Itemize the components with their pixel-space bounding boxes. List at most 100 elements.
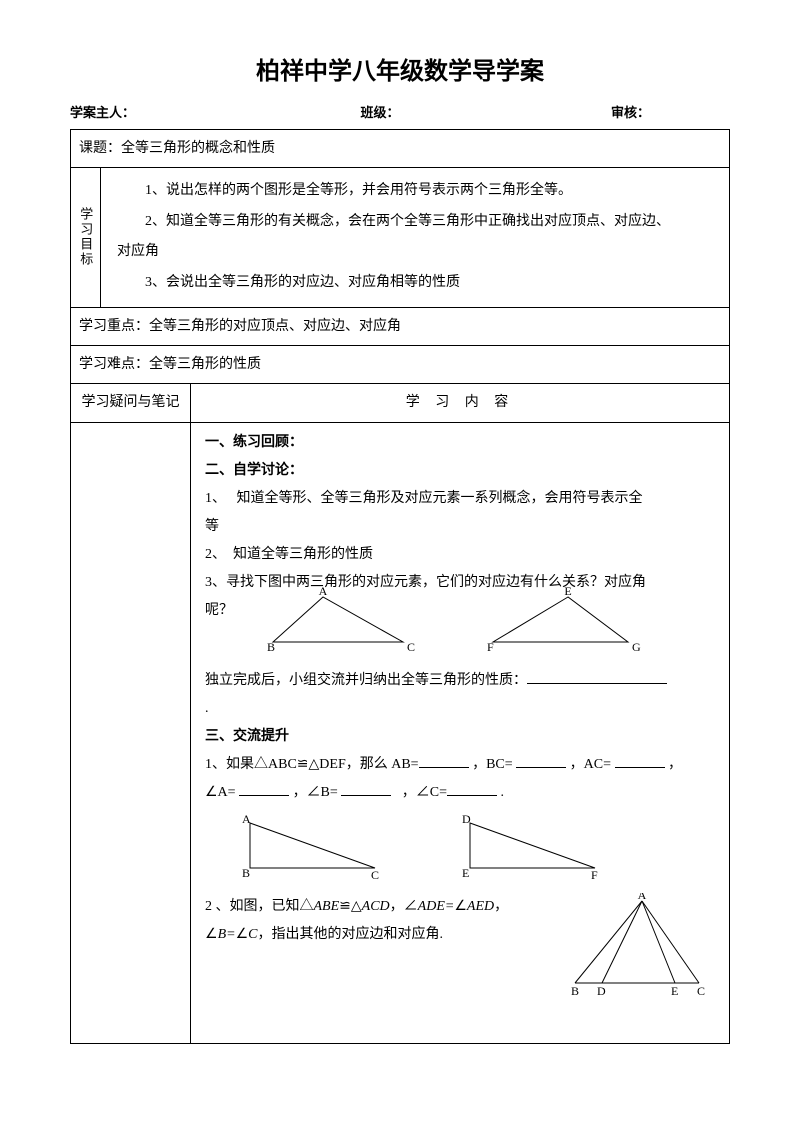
svg-text:A: A	[242, 813, 251, 826]
s3-2j: ∠	[205, 927, 218, 942]
s3-2b: ABE	[314, 899, 340, 914]
s2-conclude: 独立完成后，小组交流并归纳出全等三角形的性质：	[205, 667, 717, 695]
svg-text:A: A	[319, 587, 328, 598]
s3-2f: ADE=	[418, 899, 455, 914]
s3-2a: 2 、如图，已知△	[205, 899, 314, 914]
blank-ac[interactable]	[615, 754, 665, 768]
triangle-efg: E F G	[483, 587, 648, 657]
s3-1b: ，BC=	[472, 757, 513, 772]
svg-text:C: C	[407, 640, 415, 654]
section-3-title: 三、交流提升	[205, 723, 717, 751]
svg-text:C: C	[697, 984, 705, 998]
blank-bc[interactable]	[516, 754, 566, 768]
notes-header: 学习疑问与笔记	[71, 384, 191, 421]
goal-1: 1、说出怎样的两个图形是全等形，并会用符号表示两个三角形全等。	[117, 176, 721, 207]
content-column: 一、练习回顾： 二、自学讨论： 1、 知道全等形、全等三角形及对应元素一系列概念…	[191, 423, 729, 1043]
triangle-abdec: A B D E C	[567, 893, 717, 998]
reviewer-label: 审核：	[470, 101, 730, 124]
focus-row: 学习重点：全等三角形的对应顶点、对应边、对应角	[71, 308, 729, 346]
svg-text:F: F	[487, 640, 494, 654]
topic-row: 课题：全等三角形的概念和性质	[71, 130, 729, 168]
svg-text:C: C	[371, 868, 379, 882]
section-1-title: 一、练习回顾：	[205, 429, 717, 457]
s3-2d: ACD	[362, 899, 390, 914]
goal-2b: 对应角	[117, 237, 721, 268]
s3-item-2-text: 2 、如图，已知△ABE≌△ACD，∠ADE=∠AED， ∠B=∠C，指出其他的…	[205, 893, 567, 998]
svg-text:D: D	[597, 984, 606, 998]
svg-text:B: B	[242, 866, 250, 880]
triangle-pair-2: A B C D E F	[235, 813, 717, 883]
dot-line: .	[205, 695, 717, 723]
svg-text:B: B	[267, 640, 275, 654]
goal-2: 2、知道全等三角形的有关概念，会在两个全等三角形中正确找出对应顶点、对应边、	[117, 207, 721, 238]
svg-text:E: E	[671, 984, 678, 998]
blank-conclusion[interactable]	[527, 670, 667, 684]
s2-3b-text: 呢？	[205, 597, 233, 625]
main-row: 一、练习回顾： 二、自学讨论： 1、 知道全等形、全等三角形及对应元素一系列概念…	[71, 423, 729, 1043]
s3-2c: ≌△	[339, 899, 362, 914]
s3-1e: ∠A=	[205, 785, 236, 800]
difficulty-text: 全等三角形的性质	[149, 357, 261, 372]
s2-item-1c: 等	[205, 513, 717, 541]
svg-text:B: B	[571, 984, 579, 998]
svg-text:E: E	[462, 866, 469, 880]
focus-text: 全等三角形的对应顶点、对应边、对应角	[149, 319, 401, 334]
s3-2k: B=	[218, 927, 236, 942]
page-title: 柏祥中学八年级数学导学案	[70, 50, 730, 93]
s3-1f: ，∠B=	[293, 785, 338, 800]
s3-2g: ∠	[454, 899, 467, 914]
s3-1a: 1、如果△ABC≌△DEF，那么 AB=	[205, 757, 419, 772]
s3-item-1-line2: ∠A= ，∠B= ，∠C= .	[205, 779, 717, 807]
triangle-def-right: D E F	[455, 813, 615, 883]
notes-column	[71, 423, 191, 1043]
s2-2-text: 知道全等三角形的性质	[233, 547, 373, 562]
s3-item-2-figure: A B D E C	[567, 893, 717, 998]
blank-anga[interactable]	[239, 782, 289, 796]
s2-conclude-text: 独立完成后，小组交流并归纳出全等三角形的性质：	[205, 673, 527, 688]
class-label: 班级：	[250, 101, 470, 124]
s3-item-2: 2 、如图，已知△ABE≌△ACD，∠ADE=∠AED， ∠B=∠C，指出其他的…	[205, 893, 717, 998]
worksheet-table: 课题：全等三角形的概念和性质 学习目标 1、说出怎样的两个图形是全等形，并会用符…	[70, 129, 730, 1044]
s3-2e: ，∠	[390, 899, 418, 914]
s3-2h: AED	[467, 899, 494, 914]
svg-text:A: A	[638, 893, 647, 902]
s3-2i: ，	[494, 899, 508, 914]
s2-item-3-row: 呢？ A B C E F G	[205, 597, 717, 667]
svg-text:D: D	[462, 813, 471, 826]
svg-text:E: E	[564, 587, 571, 598]
s2-1-text: 知道全等形、全等三角形及对应元素一系列概念，会用符号表示全	[237, 491, 643, 506]
blank-angc[interactable]	[447, 782, 497, 796]
content-header: 学 习 内 容	[191, 384, 729, 421]
s3-item-1-line1: 1、如果△ABC≌△DEF，那么 AB= ，BC= ，AC= ，	[205, 751, 717, 779]
difficulty-row: 学习难点：全等三角形的性质	[71, 346, 729, 384]
s3-1g: ，∠C=	[402, 785, 447, 800]
svg-text:F: F	[591, 868, 598, 882]
s2-1-num: 1、	[205, 491, 226, 506]
blank-ab[interactable]	[419, 754, 469, 768]
triangle-abc-right: A B C	[235, 813, 395, 883]
s2-item-2: 2、 知道全等三角形的性质	[205, 541, 717, 569]
topic-text: 全等三角形的概念和性质	[121, 141, 275, 156]
triangle-pair-1: A B C E F G	[263, 587, 648, 657]
triangle-abc: A B C	[263, 587, 423, 657]
focus-label: 学习重点：	[79, 319, 149, 334]
columns-header: 学习疑问与笔记 学 习 内 容	[71, 384, 729, 422]
s2-2-num: 2、	[205, 547, 226, 562]
s2-item-1: 1、 知道全等形、全等三角形及对应元素一系列概念，会用符号表示全	[205, 485, 717, 513]
owner-label: 学案主人：	[70, 101, 250, 124]
s3-2l: ∠	[236, 927, 249, 942]
s3-1h: .	[501, 785, 505, 800]
difficulty-label: 学习难点：	[79, 357, 149, 372]
goals-row: 学习目标 1、说出怎样的两个图形是全等形，并会用符号表示两个三角形全等。 2、知…	[71, 168, 729, 308]
s3-1d: ，	[668, 757, 682, 772]
s3-2n: ，指出其他的对应边和对应角.	[257, 927, 443, 942]
topic-label: 课题：	[79, 141, 121, 156]
goals-content: 1、说出怎样的两个图形是全等形，并会用符号表示两个三角形全等。 2、知道全等三角…	[101, 168, 729, 307]
blank-angb[interactable]	[341, 782, 391, 796]
header-row: 学案主人： 班级： 审核：	[70, 101, 730, 124]
section-2-title: 二、自学讨论：	[205, 457, 717, 485]
goal-3: 3、会说出全等三角形的对应边、对应角相等的性质	[117, 268, 721, 299]
s3-1c: ，AC=	[570, 757, 611, 772]
goals-label: 学习目标	[71, 168, 101, 307]
svg-text:G: G	[632, 640, 641, 654]
